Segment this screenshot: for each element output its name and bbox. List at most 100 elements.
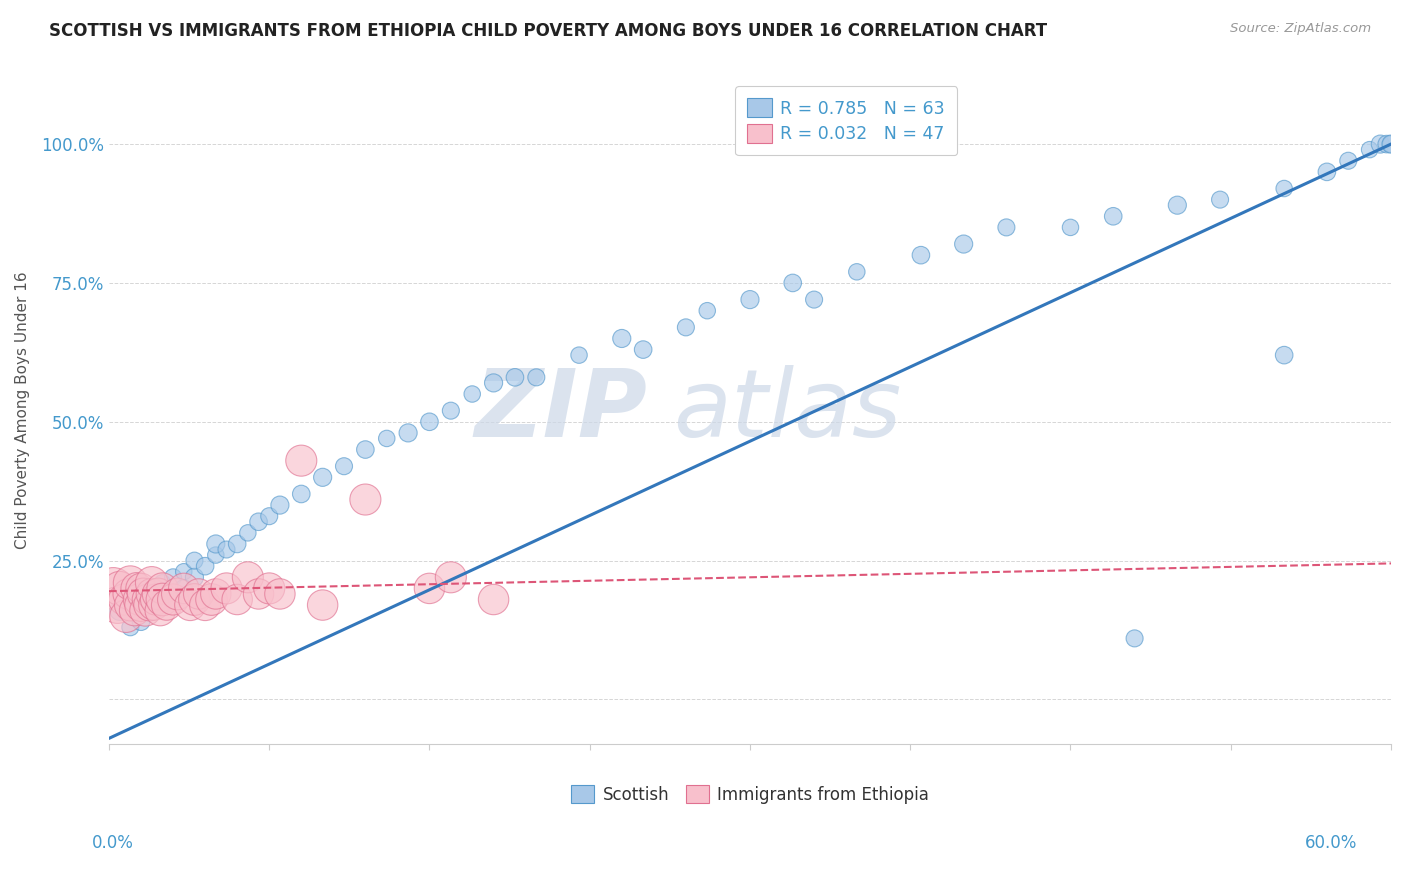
Point (162, 570, 184, 584)
Point (354, 442, 377, 457)
Point (396, 425, 419, 440)
Point (141, 587, 163, 601)
Point (631, 343, 654, 357)
Point (1379, 137, 1402, 152)
Point (375, 432, 398, 446)
Text: ZIP: ZIP (475, 365, 647, 457)
Point (179, 598, 201, 612)
Point (1316, 165, 1339, 179)
Point (108, 582, 131, 596)
Text: 60.0%: 60.0% (1305, 834, 1357, 852)
Point (129, 587, 152, 601)
Point (141, 604, 163, 618)
Point (194, 598, 217, 612)
Point (418, 582, 440, 596)
Point (129, 615, 152, 629)
Point (269, 587, 291, 601)
Point (1379, 137, 1402, 152)
Point (162, 592, 184, 607)
Point (141, 575, 163, 590)
Point (166, 587, 188, 601)
Point (1375, 137, 1398, 152)
Point (952, 237, 974, 252)
Point (150, 598, 173, 612)
Point (1209, 193, 1232, 207)
Point (200, 592, 222, 607)
Point (141, 582, 163, 596)
Point (108, 604, 131, 618)
Point (204, 587, 226, 601)
Point (845, 265, 868, 279)
Point (120, 620, 142, 634)
Point (1166, 198, 1188, 212)
Point (269, 498, 291, 512)
Point (247, 587, 270, 601)
Point (1358, 143, 1381, 157)
Point (124, 604, 146, 618)
Point (129, 598, 152, 612)
Point (290, 487, 312, 501)
Point (1369, 137, 1392, 152)
Point (141, 587, 163, 601)
Point (311, 470, 333, 484)
Point (128, 592, 150, 607)
Point (162, 592, 184, 607)
Point (173, 582, 195, 596)
Point (150, 575, 173, 590)
Point (610, 331, 633, 345)
Legend: Scottish, Immigrants from Ethiopia: Scottish, Immigrants from Ethiopia (562, 777, 938, 813)
Point (183, 592, 205, 607)
Point (354, 492, 377, 507)
Point (173, 582, 195, 596)
Point (145, 592, 167, 607)
Point (440, 403, 463, 417)
Point (482, 592, 505, 607)
Point (138, 598, 160, 612)
Point (503, 370, 526, 384)
Point (120, 575, 142, 590)
Y-axis label: Child Poverty Among Boys Under 16: Child Poverty Among Boys Under 16 (15, 272, 30, 549)
Point (204, 548, 226, 562)
Point (215, 542, 238, 557)
Point (910, 248, 932, 262)
Point (311, 598, 333, 612)
Text: Source: ZipAtlas.com: Source: ZipAtlas.com (1230, 22, 1371, 36)
Point (482, 376, 505, 390)
Point (173, 565, 195, 579)
Point (142, 598, 165, 612)
Point (257, 509, 280, 524)
Point (226, 537, 249, 551)
Point (136, 592, 159, 607)
Point (696, 303, 718, 318)
Point (440, 570, 463, 584)
Point (134, 604, 156, 618)
Point (156, 598, 179, 612)
Point (995, 220, 1018, 235)
Point (803, 293, 825, 307)
Point (290, 453, 312, 467)
Point (782, 276, 804, 290)
Point (215, 582, 238, 596)
Text: 0.0%: 0.0% (91, 834, 134, 852)
Point (247, 515, 270, 529)
Point (257, 582, 280, 596)
Point (183, 570, 205, 584)
Point (1272, 181, 1295, 195)
Point (1272, 348, 1295, 362)
Point (236, 570, 259, 584)
Point (333, 459, 356, 474)
Point (418, 415, 440, 429)
Point (112, 592, 135, 607)
Point (150, 592, 173, 607)
Point (146, 587, 169, 601)
Text: SCOTTISH VS IMMIGRANTS FROM ETHIOPIA CHILD POVERTY AMONG BOYS UNDER 16 CORRELATI: SCOTTISH VS IMMIGRANTS FROM ETHIOPIA CHI… (49, 22, 1047, 40)
Point (129, 582, 152, 596)
Point (204, 537, 226, 551)
Point (1102, 209, 1125, 223)
Point (183, 554, 205, 568)
Point (1337, 153, 1360, 168)
Point (1059, 220, 1081, 235)
Point (125, 582, 148, 596)
Point (675, 320, 697, 334)
Point (568, 348, 591, 362)
